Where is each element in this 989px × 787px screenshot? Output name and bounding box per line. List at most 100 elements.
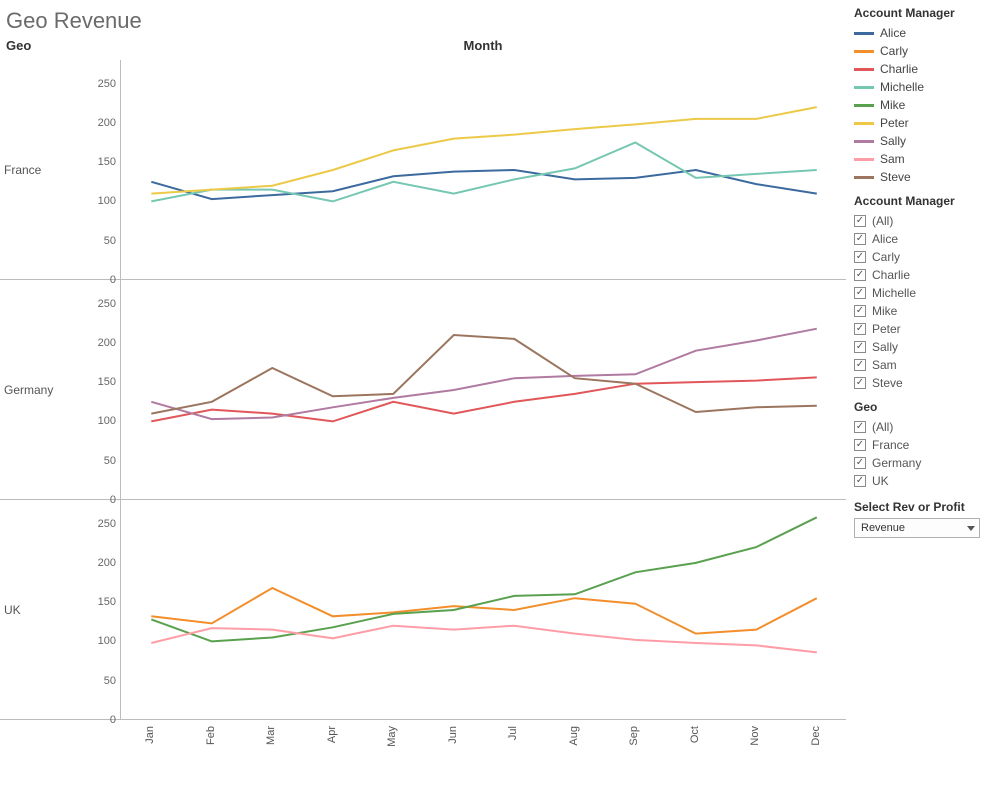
chart-panel: UK050100150200250 — [0, 500, 846, 720]
y-tick-label: 150 — [98, 596, 116, 608]
filter-label: Peter — [872, 322, 901, 336]
legend-label: Alice — [880, 26, 906, 40]
filter-label: France — [872, 438, 909, 452]
legend-swatch — [854, 122, 874, 125]
legend-label: Michelle — [880, 80, 924, 94]
x-tick-label: Oct — [665, 720, 726, 787]
checkbox-icon[interactable]: ✓ — [854, 305, 866, 317]
y-tick-label: 50 — [104, 455, 116, 467]
panel-plot[interactable] — [120, 280, 846, 499]
filter-item[interactable]: ✓ Sam — [854, 356, 989, 374]
dropdown-caret-icon — [967, 526, 975, 531]
sidebar: Account Manager AliceCarlyCharlieMichell… — [846, 0, 989, 787]
chart-panel: Germany050100150200250 — [0, 280, 846, 500]
legend-item[interactable]: Carly — [854, 42, 989, 60]
geo-filter: Geo ✓ (All) ✓ France ✓Germany✓UK — [854, 400, 989, 490]
y-axis: 050100150200250 — [58, 280, 120, 499]
panel-plot[interactable] — [120, 500, 846, 719]
filter-item[interactable]: ✓ Michelle — [854, 284, 989, 302]
legend-item[interactable]: Steve — [854, 168, 989, 186]
checkbox-icon[interactable]: ✓ — [854, 359, 866, 371]
x-tick-label: Sep — [604, 720, 665, 787]
y-tick-label: 100 — [98, 635, 116, 647]
parameter-select[interactable]: Revenue — [854, 518, 980, 538]
y-tick-label: 200 — [98, 337, 116, 349]
header-geo: Geo — [0, 38, 58, 60]
filter-item[interactable]: ✓(All) — [854, 212, 989, 230]
legend-label: Mike — [880, 98, 905, 112]
line-series[interactable] — [151, 517, 817, 641]
manager-filter-title: Account Manager — [854, 194, 989, 208]
filter-item[interactable]: ✓Germany — [854, 454, 989, 472]
filter-label: (All) — [872, 420, 893, 434]
checkbox-icon[interactable]: ✓ — [854, 251, 866, 263]
legend-item[interactable]: Sam — [854, 150, 989, 168]
filter-item[interactable]: ✓ Peter — [854, 320, 989, 338]
parameter-control: Select Rev or Profit Revenue — [854, 500, 989, 538]
line-series[interactable] — [151, 143, 817, 202]
x-axis: JanFebMarAprMayJunJulAugSepOctNovDec — [0, 720, 846, 787]
filter-item[interactable]: ✓ Alice — [854, 230, 989, 248]
y-tick-label: 100 — [98, 195, 116, 207]
chart-area: Geo Revenue Geo Month France050100150200… — [0, 0, 846, 787]
y-tick-label: 150 — [98, 376, 116, 388]
chart-panels: France050100150200250Germany050100150200… — [0, 60, 846, 720]
filter-label: Steve — [872, 376, 903, 390]
line-series[interactable] — [151, 170, 817, 199]
geo-filter-title: Geo — [854, 400, 989, 414]
filter-label: Mike — [872, 304, 897, 318]
x-tick-label: Jan — [120, 720, 181, 787]
checkbox-icon[interactable]: ✓ — [854, 323, 866, 335]
checkbox-icon[interactable]: ✓ — [854, 475, 866, 487]
y-tick-label: 250 — [98, 518, 116, 530]
line-series[interactable] — [151, 107, 817, 194]
checkbox-icon[interactable]: ✓ — [854, 439, 866, 451]
legend-item[interactable]: Michelle — [854, 78, 989, 96]
legend-swatch — [854, 104, 874, 107]
legend: Alice CarlyCharlie Michelle Mike Peter Sally S… — [854, 24, 989, 186]
legend-swatch — [854, 158, 874, 161]
filter-label: Sam — [872, 358, 897, 372]
x-tick-label: Dec — [786, 720, 847, 787]
chart-title: Geo Revenue — [0, 0, 846, 38]
checkbox-icon[interactable]: ✓ — [854, 215, 866, 227]
legend-item[interactable]: Peter — [854, 114, 989, 132]
checkbox-icon[interactable]: ✓ — [854, 233, 866, 245]
y-tick-label: 100 — [98, 415, 116, 427]
y-axis: 050100150200250 — [58, 500, 120, 719]
legend-label: Sally — [880, 134, 906, 148]
filter-item[interactable]: ✓ Sally — [854, 338, 989, 356]
checkbox-icon[interactable]: ✓ — [854, 377, 866, 389]
checkbox-icon[interactable]: ✓ — [854, 457, 866, 469]
checkbox-icon[interactable]: ✓ — [854, 421, 866, 433]
y-tick-label: 200 — [98, 557, 116, 569]
filter-label: Charlie — [872, 268, 910, 282]
legend-item[interactable]: Charlie — [854, 60, 989, 78]
filter-label: Sally — [872, 340, 898, 354]
filter-item[interactable]: ✓ Steve — [854, 374, 989, 392]
line-series[interactable] — [151, 329, 817, 419]
filter-item[interactable]: ✓ France — [854, 436, 989, 454]
chart-header: Geo Month — [0, 38, 846, 60]
checkbox-icon[interactable]: ✓ — [854, 287, 866, 299]
filter-item[interactable]: ✓UK — [854, 472, 989, 490]
x-tick-label: May — [362, 720, 423, 787]
filter-item[interactable]: ✓ (All) — [854, 418, 989, 436]
legend-item[interactable]: Sally — [854, 132, 989, 150]
x-tick-label: Apr — [302, 720, 363, 787]
checkbox-icon[interactable]: ✓ — [854, 269, 866, 281]
filter-item[interactable]: ✓ Mike — [854, 302, 989, 320]
filter-item[interactable]: ✓Carly — [854, 248, 989, 266]
checkbox-icon[interactable]: ✓ — [854, 341, 866, 353]
panel-plot[interactable] — [120, 60, 846, 279]
legend-item[interactable]: Alice — [854, 24, 989, 42]
x-tick-label: Nov — [725, 720, 786, 787]
filter-item[interactable]: ✓ Charlie — [854, 266, 989, 284]
filter-label: Alice — [872, 232, 898, 246]
filter-label: Michelle — [872, 286, 916, 300]
y-tick-label: 50 — [104, 675, 116, 687]
legend-title: Account Manager — [854, 6, 989, 20]
legend-item[interactable]: Mike — [854, 96, 989, 114]
legend-swatch — [854, 86, 874, 89]
legend-swatch — [854, 50, 874, 53]
